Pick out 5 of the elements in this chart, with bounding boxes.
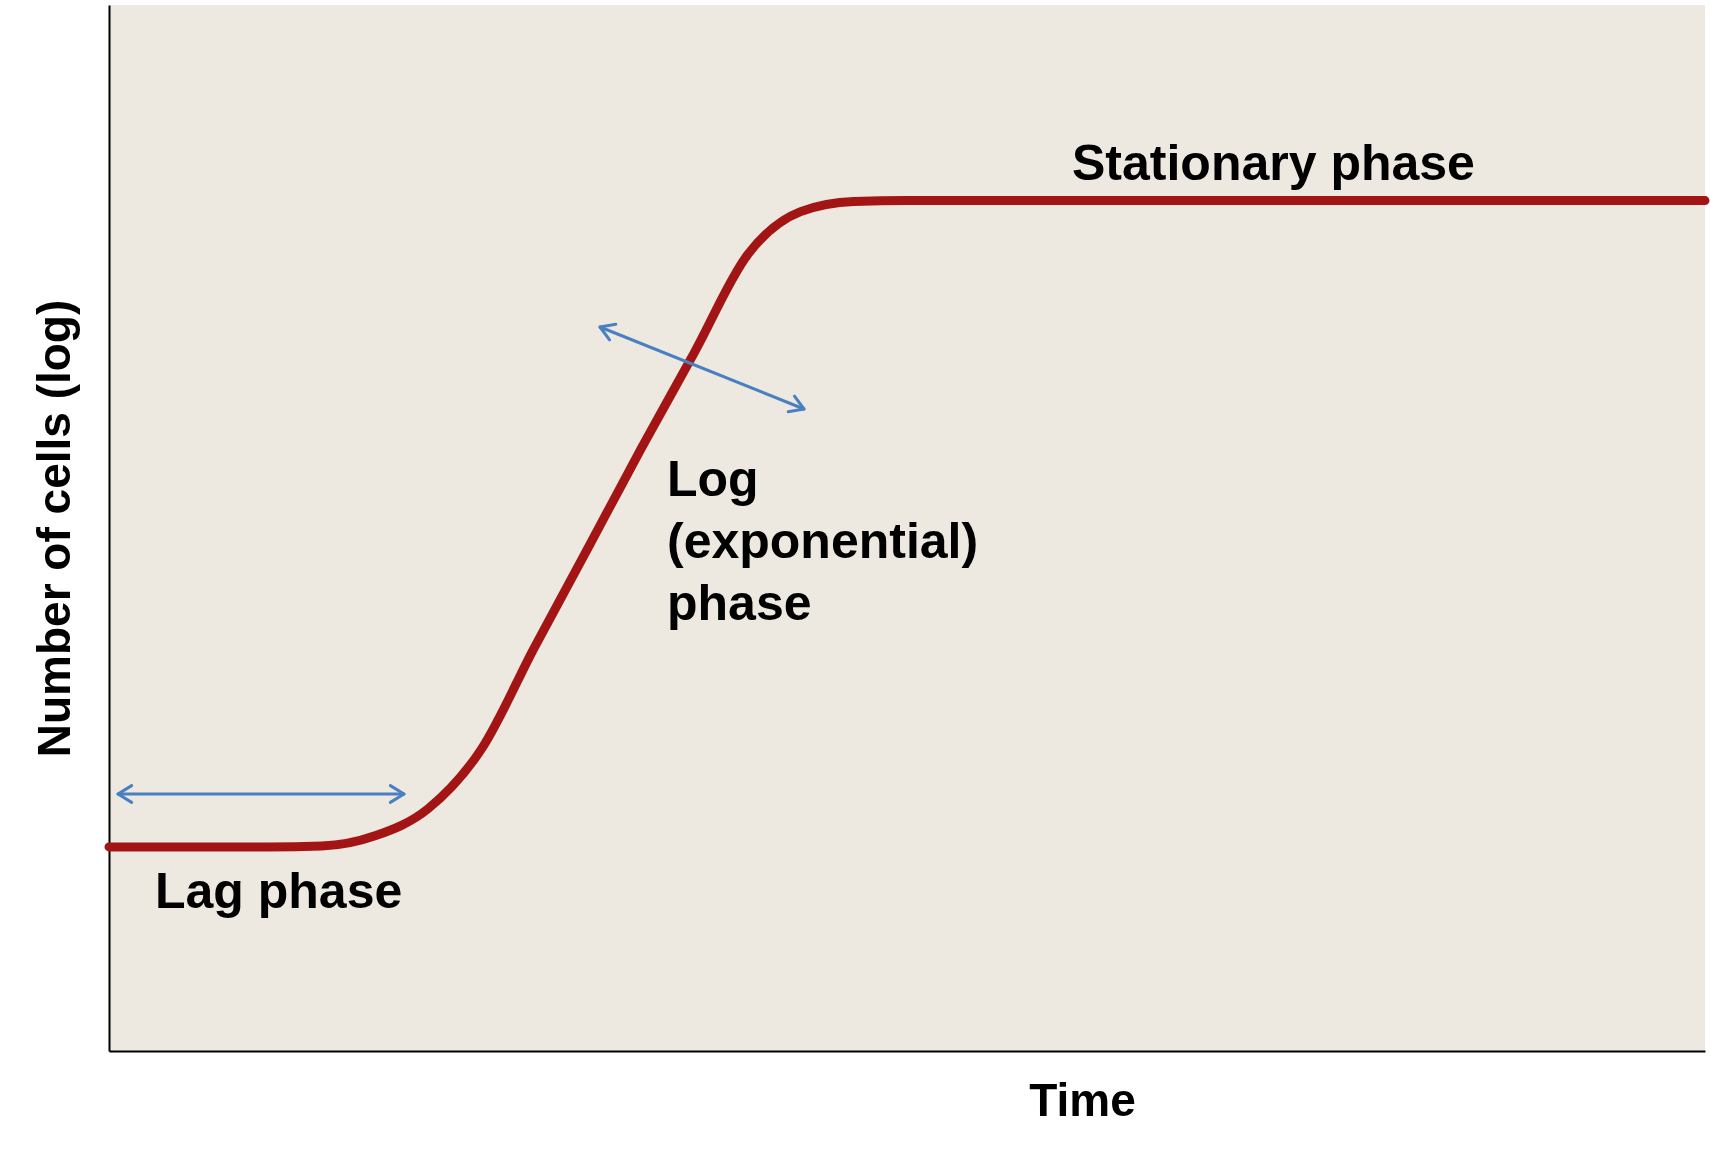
x-axis-title: Time — [1029, 1073, 1136, 1126]
text: Stationary phase — [1072, 135, 1475, 191]
y-axis-title: Number of cells (log) — [27, 299, 80, 758]
annotation: Lag phase — [155, 863, 403, 919]
annotation: Log (exponential) phase — [667, 451, 979, 631]
